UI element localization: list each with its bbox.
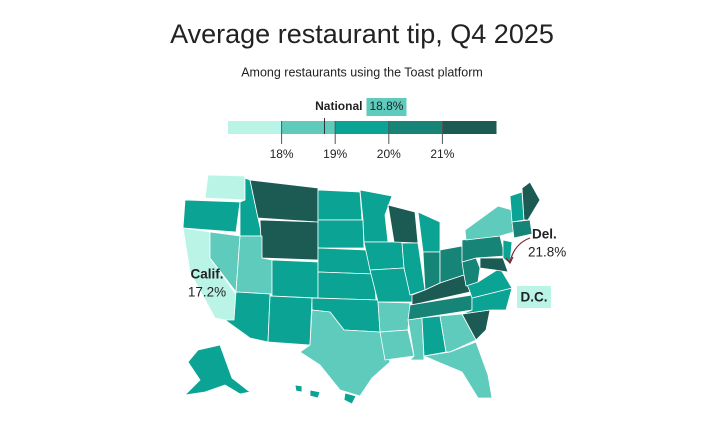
state [317,189,363,221]
state [417,211,441,253]
annotation-arrow [509,237,531,263]
state [294,384,303,393]
legend-swatch [442,121,497,134]
state [521,181,541,221]
state [464,205,515,241]
legend: 18% 19% 20% 21% National 18.8% [228,98,497,161]
legend-tick-label: 19% [323,147,347,161]
state [317,271,377,301]
state [377,301,411,333]
state [511,219,533,239]
national-value-box [366,98,407,116]
annotations: D.C. Calif. 17.2% Del. 21.8% [188,227,566,308]
state [184,344,251,396]
state [317,247,373,275]
annotation-arrowhead [505,256,514,265]
state [423,341,493,399]
state [182,199,241,233]
state [204,174,246,201]
legend-swatch [281,121,336,134]
state [387,204,419,244]
subtitle: Among restaurants using the Toast platfo… [241,65,483,79]
national-label: National [315,99,362,113]
state [267,295,313,346]
legend-tick-label: 21% [430,147,454,161]
legend-swatch [388,121,443,134]
state [479,257,509,273]
state [363,241,405,271]
title: Average restaurant tip, Q4 2025 [170,19,554,49]
annotation-label: Calif. [190,267,223,282]
national-value: 18.8% [369,99,403,113]
state [299,309,391,397]
us-map [182,174,541,405]
annotation-value: 17.2% [188,285,226,300]
legend-swatch [228,121,283,134]
legend-tick-label: 18% [270,147,294,161]
state [509,191,525,223]
state [249,179,319,223]
state [309,389,321,399]
annotation-value: 21.8% [528,245,566,260]
legend-tick-label: 20% [377,147,401,161]
state [379,329,415,361]
dc-label-box [517,286,551,308]
legend-swatch [335,121,390,134]
state [359,189,393,243]
state [224,291,271,343]
state [502,239,513,265]
annotation-label: Del. [532,227,557,242]
state [343,392,357,405]
state [407,317,425,361]
state [271,259,319,299]
state [259,219,319,261]
state [317,219,365,249]
annotation-label: D.C. [521,290,548,305]
